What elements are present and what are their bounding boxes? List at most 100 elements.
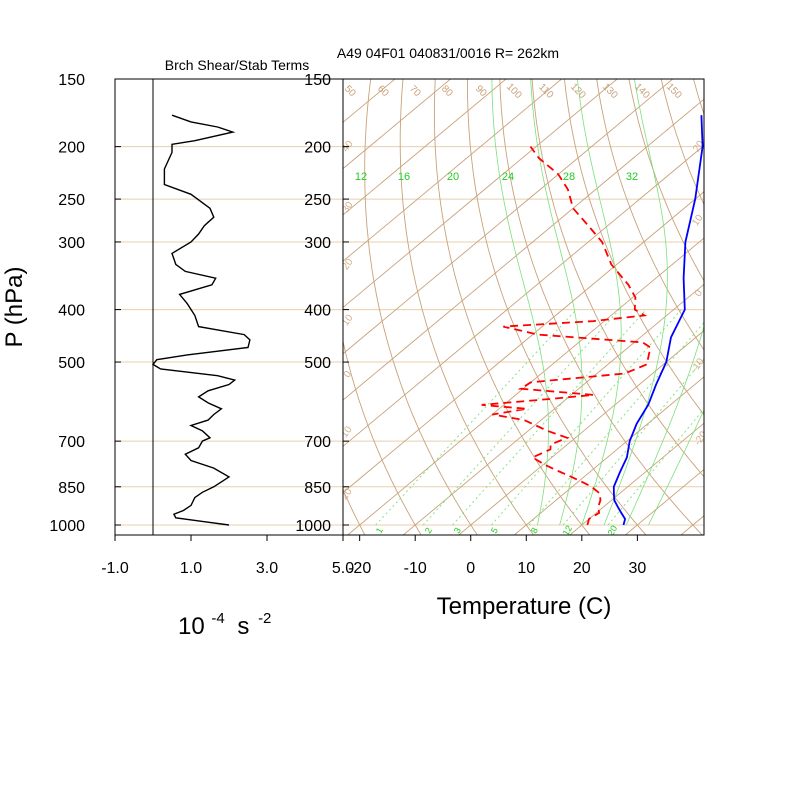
dry-adiabat-label: 150 bbox=[664, 81, 684, 101]
skewt-y-tick-label: 850 bbox=[304, 480, 331, 497]
mixing-ratio-line bbox=[607, 408, 704, 526]
skewt-y-tick-label: 700 bbox=[304, 434, 331, 451]
moist-adiabat-line bbox=[648, 409, 704, 526]
dry-adiabat-label: 50 bbox=[342, 83, 358, 99]
theta-e-label: 12 bbox=[355, 171, 367, 183]
isotherm-line bbox=[343, 79, 452, 170]
isotherm-right-label: 10 bbox=[690, 212, 706, 228]
dry-adiabat-line bbox=[721, 63, 800, 537]
skewt-y-tick-label: 150 bbox=[304, 72, 331, 89]
mixing-ratio-line bbox=[422, 309, 620, 526]
mixing-ratio-label: 5 bbox=[489, 526, 500, 535]
dry-adiabat-line bbox=[343, 488, 366, 535]
mixing-ratio-line bbox=[528, 321, 704, 526]
mixing-ratio-label: 8 bbox=[529, 526, 540, 535]
dry-adiabat-line bbox=[628, 79, 704, 282]
dry-adiabat-line bbox=[596, 79, 704, 351]
temperature-tick-label: -20 bbox=[348, 560, 371, 577]
moist-adiabat-line bbox=[530, 79, 583, 526]
mixing-ratio-label: 2 bbox=[423, 526, 434, 535]
skewt-title: A49 04F01 040831/0016 R= 262km bbox=[337, 45, 559, 61]
skewt-frame bbox=[342, 78, 705, 536]
dry-adiabat-line bbox=[499, 79, 703, 535]
temperature-line bbox=[612, 115, 704, 526]
isotherm-right-label: 20 bbox=[691, 138, 707, 154]
isotherm-left-label: -20 bbox=[337, 486, 355, 505]
dry-adiabat-line bbox=[433, 79, 591, 535]
skewt-y-tick-label: 300 bbox=[304, 235, 331, 252]
isotherm-line bbox=[624, 468, 704, 535]
isotherm-right-label: 0 bbox=[693, 288, 705, 299]
moist-adiabat-line bbox=[577, 79, 622, 526]
isotherm-line bbox=[343, 79, 618, 309]
moist-adiabat-line bbox=[491, 79, 549, 526]
isotherm-right-label: -20 bbox=[692, 429, 710, 448]
mixing-ratio-line bbox=[375, 309, 577, 526]
mixing-ratio-line bbox=[562, 358, 704, 526]
dry-adiabat-line bbox=[209, 63, 254, 537]
isobar-lines bbox=[343, 79, 704, 526]
dry-adiabat-line bbox=[399, 79, 535, 535]
shear-units-label: 10 -4 s -2 bbox=[178, 602, 271, 640]
isotherm-left-label: 0 bbox=[342, 369, 354, 380]
dry-adiabat-label: 130 bbox=[600, 81, 620, 101]
left-y-tick-label: 150 bbox=[58, 72, 85, 89]
dry-adiabat-line bbox=[563, 79, 704, 416]
isotherm-line bbox=[343, 191, 704, 494]
mixing-ratio-line bbox=[452, 309, 647, 526]
temperature-tick-label: -10 bbox=[404, 560, 427, 577]
isotherm-lines bbox=[343, 79, 704, 535]
isotherm-line bbox=[569, 422, 704, 535]
theta-e-label: 28 bbox=[563, 171, 575, 183]
shear-axis-ticks: -1.0 1.0 3.0 5.0 bbox=[101, 535, 354, 577]
dry-adiabat-label: 120 bbox=[568, 81, 588, 101]
isotherm-line bbox=[343, 79, 507, 216]
dry-adiabat-line bbox=[784, 63, 800, 537]
left-x-tick-label: -1.0 bbox=[101, 560, 129, 577]
isotherm-line bbox=[343, 144, 704, 447]
left-y-tick-label: 850 bbox=[58, 480, 85, 497]
dry-adiabat-line bbox=[364, 79, 478, 535]
left-y-tick-label: 300 bbox=[58, 235, 85, 252]
theta-e-label: 32 bbox=[626, 171, 638, 183]
isotherm-line bbox=[343, 79, 674, 355]
left-x-tick-label: 5.0 bbox=[332, 560, 354, 577]
left-y-tick-label: 500 bbox=[58, 355, 85, 372]
isotherm-line bbox=[458, 330, 704, 535]
isotherm-line bbox=[343, 79, 563, 262]
pressure-axis-title: P (hPa) bbox=[1, 267, 28, 348]
dry-adiabat-line bbox=[531, 79, 704, 478]
left-y-tick-label: 700 bbox=[58, 434, 85, 451]
skewt-y-tick-label: 400 bbox=[304, 303, 331, 320]
mixing-ratio-lines bbox=[375, 309, 704, 526]
left-x-tick-label: 3.0 bbox=[256, 560, 278, 577]
mixing-ratio-label: 3 bbox=[452, 526, 463, 535]
skewt-pressure-ticks: 150 200 250 300 400 500 700 850 1000 bbox=[295, 72, 349, 535]
dry-adiabat-line bbox=[250, 63, 309, 537]
dry-adiabat-line bbox=[753, 63, 800, 537]
theta-e-label: 24 bbox=[502, 171, 514, 183]
dry-adiabat-label: 70 bbox=[407, 83, 423, 99]
shear-stab-panel: 150 200 250 300 400 500 700 850 1000 -1.0 1.0 3.0 5… bbox=[1, 57, 354, 640]
dry-adiabat-line bbox=[693, 79, 704, 116]
theta-e-label: 20 bbox=[447, 171, 459, 183]
moist-adiabat-line bbox=[625, 79, 704, 526]
mixing-ratio-line bbox=[491, 309, 682, 526]
theta-e-label: 16 bbox=[398, 171, 410, 183]
shear-stab-line bbox=[151, 114, 251, 526]
left-y-tick-label: 1000 bbox=[49, 518, 85, 535]
skewt-y-tick-label: 1000 bbox=[295, 518, 331, 535]
temperature-axis-ticks: -20 -10 0 10 20 30 bbox=[348, 535, 646, 577]
moist-adiabat-line bbox=[603, 79, 668, 526]
skewt-y-tick-label: 250 bbox=[304, 192, 331, 209]
isotherm-line bbox=[343, 98, 704, 401]
temperature-tick-label: 20 bbox=[573, 560, 591, 577]
temperature-tick-label: 0 bbox=[466, 560, 475, 577]
temperature-axis-title: Temperature (C) bbox=[437, 593, 612, 620]
left-y-tick-label: 200 bbox=[58, 140, 85, 157]
left-y-tick-label: 400 bbox=[58, 303, 85, 320]
left-y-tick-label: 250 bbox=[58, 192, 85, 209]
dry-adiabat-line bbox=[660, 79, 704, 206]
